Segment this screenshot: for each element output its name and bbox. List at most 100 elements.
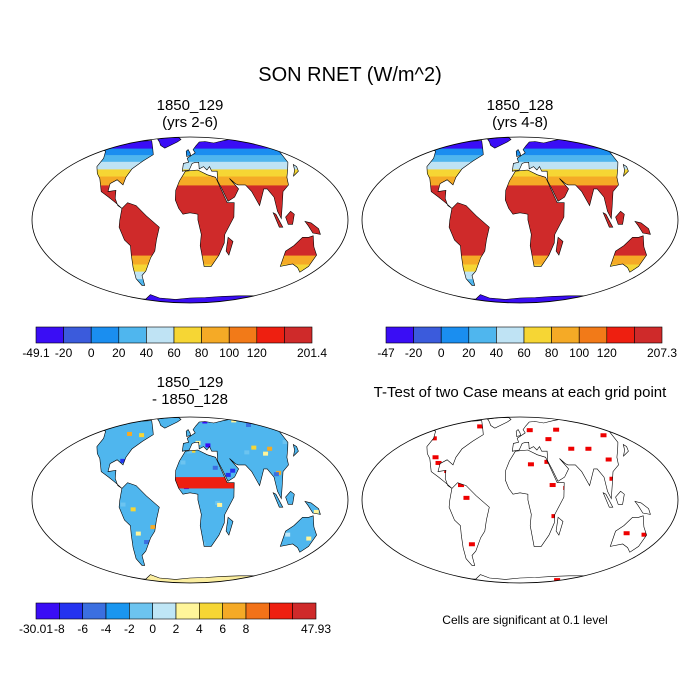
colorbar-2-swatch: [523, 326, 552, 344]
colorbar-3-swatch: [129, 602, 153, 620]
panel-1-years: (yrs 2-6): [162, 114, 218, 131]
japan-land: [293, 444, 299, 456]
colorbar-1-swatch: [173, 326, 202, 344]
colorbar-3-swatch: [292, 602, 317, 620]
panel-1-title: 1850_129 (yrs 2-6): [30, 97, 350, 131]
colorbar-1-label: 20: [112, 346, 126, 360]
colorbar-3-label: 4: [196, 622, 203, 636]
colorbar-3-label: 6: [219, 622, 226, 636]
colorbar-2-label: 207.3: [647, 346, 677, 360]
map-1-outline: [31, 136, 349, 304]
colorbar-2-swatch: [578, 326, 608, 344]
colorbar-2-swatch: [440, 326, 470, 344]
britain-land: [186, 429, 191, 437]
colorbar-1-label: 60: [167, 346, 181, 360]
colorbar-1-label: -20: [55, 346, 73, 360]
greenland-land: [487, 137, 511, 149]
map-4-outline: [361, 416, 679, 584]
colorbar-3: -30.01 -8 -6 -4 -2 0 2 4 6 8 47.93: [19, 602, 331, 636]
colorbar-3-label: -2: [124, 622, 135, 636]
colorbar-1: -49.1 -20 0 20 40 60 80 100 120 201.4: [22, 326, 327, 360]
panel-3-title: 1850_129 - 1850_128: [30, 374, 350, 408]
borneo-land: [285, 491, 295, 505]
colorbar-1-swatch: [228, 326, 258, 344]
colorbar-3-label: 0: [149, 622, 156, 636]
colorbar-2-label: -20: [405, 346, 423, 360]
colorbar-3-swatch: [82, 602, 107, 620]
colorbar-3-swatch: [199, 602, 223, 620]
colorbar-3-label: -4: [101, 622, 112, 636]
borneo-land: [285, 211, 295, 225]
colorbar-1-swatch: [118, 326, 147, 344]
colorbar-2-label: 80: [545, 346, 559, 360]
colorbar-3-swatch: [152, 602, 177, 620]
map-panel-1: [31, 136, 349, 304]
britain-land: [516, 429, 521, 437]
colorbar-1-swatch: [201, 326, 230, 344]
colorbar-1-swatch: [284, 326, 313, 344]
antarctica-land: [432, 574, 608, 583]
eurasia-land: [512, 418, 626, 499]
colorbar-1-label: 0: [88, 346, 95, 360]
borneo-land: [615, 211, 625, 225]
antarctica-land: [432, 294, 608, 303]
eurasia-land: [182, 138, 296, 219]
antarctica-land: [102, 294, 278, 303]
map-panel-3: [31, 416, 349, 584]
colorbar-1-swatch: [35, 326, 64, 344]
panel-2-years: (yrs 4-8): [492, 114, 548, 131]
antarctica-land: [102, 574, 278, 583]
colorbar-2-swatch: [468, 326, 497, 344]
colorbar-2-swatch: [385, 326, 414, 344]
panel-2-case: 1850_128: [486, 97, 554, 114]
britain-land: [516, 149, 521, 157]
panel-1-case: 1850_129: [156, 97, 224, 114]
colorbar-1-label: 80: [195, 346, 209, 360]
greenland-land: [487, 417, 511, 429]
colorbar-2-label: 0: [438, 346, 445, 360]
colorbar-3-swatch: [222, 602, 247, 620]
madagascar-land: [226, 517, 233, 536]
colorbar-3-swatch: [245, 602, 270, 620]
colorbar-3-label: -30.01: [19, 622, 53, 636]
madagascar-land: [556, 517, 563, 536]
japan-land: [623, 164, 629, 176]
panel-3-minus: - 1850_128: [152, 391, 228, 408]
significance-footnote: Cells are significant at 0.1 level: [442, 613, 608, 627]
map-3-outline: [31, 416, 349, 584]
colorbar-2-swatch: [413, 326, 442, 344]
panel-3-case: 1850_129: [156, 374, 224, 391]
eurasia-land: [182, 418, 296, 499]
colorbar-1-label: -49.1: [22, 346, 50, 360]
colorbar-3-swatch: [269, 602, 293, 620]
colorbar-2: -47 -20 0 20 40 60 80 100 120 207.3: [377, 326, 677, 360]
britain-land: [186, 149, 191, 157]
colorbar-3-label: -8: [54, 622, 65, 636]
colorbar-2-swatch: [551, 326, 580, 344]
map-panel-2: [361, 136, 679, 304]
panel-4-title: T-Test of two Case means at each grid po…: [373, 384, 667, 401]
colorbar-2-label: 60: [517, 346, 531, 360]
colorbar-3-swatch: [175, 602, 200, 620]
greenland-land: [157, 137, 181, 149]
map-2-outline: [361, 136, 679, 304]
colorbar-3-swatch: [105, 602, 130, 620]
colorbar-3-label: -6: [77, 622, 88, 636]
colorbar-3-swatch: [35, 602, 60, 620]
colorbar-3-label: 47.93: [301, 622, 331, 636]
colorbar-1-swatch: [146, 326, 175, 344]
colorbar-2-label: 40: [490, 346, 504, 360]
sumatra-land: [603, 212, 613, 228]
colorbar-3-label: 8: [243, 622, 250, 636]
colorbar-2-label: 120: [597, 346, 617, 360]
colorbar-1-label: 120: [247, 346, 267, 360]
eurasia-land: [512, 138, 626, 219]
colorbar-2-swatch: [634, 326, 663, 344]
colorbar-2-label: -47: [377, 346, 395, 360]
figure-title: SON RNET (W/m^2): [258, 64, 442, 86]
colorbar-2-label: 20: [462, 346, 476, 360]
colorbar-1-swatch: [256, 326, 285, 344]
colorbar-2-label: 100: [569, 346, 589, 360]
colorbar-1-swatch: [90, 326, 120, 344]
colorbar-1-swatch: [63, 326, 92, 344]
